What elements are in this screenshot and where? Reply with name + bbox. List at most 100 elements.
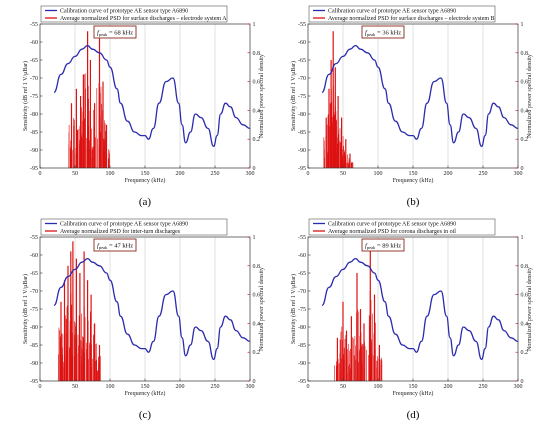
y-axis-label: Sensitivity (dB ref 1 V/μBar) bbox=[22, 274, 29, 344]
x-tick-label: 0 bbox=[307, 171, 310, 177]
y-tick-label: -65 bbox=[298, 271, 306, 277]
y-tick-label: -75 bbox=[298, 94, 306, 100]
y-tick-label: -70 bbox=[30, 76, 38, 82]
y-right-tick-label: 0.6 bbox=[253, 80, 261, 86]
x-axis-label: Frequency (kHz) bbox=[125, 177, 166, 184]
y-tick-label: -60 bbox=[30, 253, 38, 259]
psd-series bbox=[68, 31, 110, 168]
y-tick-label: -55 bbox=[30, 235, 38, 241]
calibration-curve bbox=[53, 44, 251, 148]
y-tick-label: -85 bbox=[298, 130, 306, 136]
y-right-tick-label: 0.4 bbox=[253, 321, 261, 327]
y-right-tick-label: 1 bbox=[253, 22, 256, 28]
legend-label-psd: Average normalized PSD for surface disch… bbox=[328, 15, 495, 22]
y-right-axis-label: Normalized power spectral density bbox=[259, 54, 265, 138]
y-right-tick-label: 0.4 bbox=[253, 108, 261, 114]
psd-series bbox=[58, 241, 101, 381]
peak-symbol: f bbox=[365, 243, 368, 250]
x-tick-label: 300 bbox=[514, 384, 523, 390]
legend-box bbox=[40, 5, 228, 23]
peak-value: = 89 kHz bbox=[375, 243, 401, 250]
y-tick-label: -55 bbox=[298, 235, 306, 241]
peak-symbol: f bbox=[365, 30, 368, 37]
y-right-tick-label: 0.2 bbox=[521, 350, 529, 356]
legend: Calibration curve of prototype AE sensor… bbox=[40, 218, 228, 236]
peak-value: = 47 kHz bbox=[107, 243, 133, 250]
y-right-tick-label: 0.8 bbox=[521, 51, 529, 57]
peak-annotation-box bbox=[361, 25, 405, 39]
panel-label: (a) bbox=[139, 196, 152, 208]
y-right-tick-label: 0 bbox=[521, 166, 524, 172]
psd-series bbox=[334, 244, 383, 381]
x-tick-label: 150 bbox=[409, 384, 418, 390]
y-right-tick-label: 0.6 bbox=[521, 293, 529, 299]
legend-label-calibration: Calibration curve of prototype AE sensor… bbox=[60, 221, 188, 228]
peak-value: = 36 kHz bbox=[375, 30, 401, 37]
y-axis-label: Sensitivity (dB ref 1 V/μBar) bbox=[22, 61, 29, 131]
x-tick-label: 50 bbox=[340, 384, 346, 390]
y-right-tick-label: 0.8 bbox=[521, 264, 529, 270]
peak-annotation: fpeak = 89 kHz bbox=[361, 238, 405, 252]
y-right-tick-label: 0 bbox=[253, 166, 256, 172]
peak-subscript: peak bbox=[99, 245, 108, 250]
x-tick-label: 250 bbox=[479, 384, 488, 390]
x-tick-label: 100 bbox=[106, 171, 115, 177]
y-right-tick-label: 0.8 bbox=[253, 51, 261, 57]
x-axis-label: Frequency (kHz) bbox=[393, 390, 434, 397]
y-tick-label: -55 bbox=[298, 22, 306, 28]
y-right-tick-label: 0 bbox=[521, 379, 524, 385]
x-tick-label: 250 bbox=[211, 171, 220, 177]
legend-label-calibration: Calibration curve of prototype AE sensor… bbox=[328, 221, 456, 228]
y-tick-label: -60 bbox=[298, 40, 306, 46]
legend-label-psd: Average normalized PSD for surface disch… bbox=[60, 15, 227, 22]
x-tick-label: 50 bbox=[72, 171, 78, 177]
x-tick-label: 0 bbox=[39, 171, 42, 177]
y-right-tick-label: 0.2 bbox=[253, 350, 261, 356]
y-tick-label: -65 bbox=[298, 58, 306, 64]
psd-series bbox=[323, 31, 354, 168]
legend-label-psd: Average normalized PSD for inter-turn di… bbox=[60, 228, 181, 235]
y-right-tick-label: 0 bbox=[253, 379, 256, 385]
y-right-tick-label: 0.2 bbox=[253, 137, 261, 143]
y-right-tick-label: 1 bbox=[521, 22, 524, 28]
x-tick-label: 0 bbox=[307, 384, 310, 390]
y-right-tick-label: 0.6 bbox=[521, 80, 529, 86]
y-tick-label: -90 bbox=[30, 361, 38, 367]
legend-label-psd: Average normalized PSD for corona discha… bbox=[328, 228, 456, 235]
peak-symbol: f bbox=[97, 30, 100, 37]
x-tick-label: 200 bbox=[176, 171, 185, 177]
y-tick-label: -90 bbox=[30, 148, 38, 154]
y-tick-label: -60 bbox=[298, 253, 306, 259]
y-tick-label: -90 bbox=[298, 148, 306, 154]
chart-panel-c: -95 -90 -85 -80 -75 -70 -65 -60 -55 0 0.2 0.4 0.6 0.8… bbox=[22, 218, 265, 421]
peak-annotation-text: fpeak = 47 kHz bbox=[97, 243, 133, 251]
panel-label: (b) bbox=[407, 196, 420, 208]
y-tick-label: -95 bbox=[30, 166, 38, 172]
peak-annotation-text: fpeak = 89 kHz bbox=[365, 243, 401, 251]
peak-annotation-box bbox=[361, 238, 405, 252]
y-right-tick-label: 0.2 bbox=[521, 137, 529, 143]
y-tick-label: -75 bbox=[30, 94, 38, 100]
peak-annotation-text: fpeak = 68 kHz bbox=[97, 30, 133, 38]
calibration-curve bbox=[321, 44, 519, 148]
x-axis-label: Frequency (kHz) bbox=[125, 390, 166, 397]
y-right-tick-label: 1 bbox=[521, 235, 524, 241]
y-tick-label: -85 bbox=[298, 343, 306, 349]
y-right-tick-label: 0.4 bbox=[521, 108, 529, 114]
y-right-axis-label: Normalized power spectral density bbox=[527, 267, 533, 351]
peak-annotation-box bbox=[93, 25, 137, 39]
y-tick-label: -80 bbox=[30, 112, 38, 118]
y-axis-label: Sensitivity (dB ref 1 V/μBar) bbox=[290, 274, 297, 344]
x-tick-label: 150 bbox=[141, 384, 150, 390]
y-tick-label: -75 bbox=[298, 307, 306, 313]
y-right-axis-label: Normalized power spectral density bbox=[527, 54, 533, 138]
panel-label: (d) bbox=[407, 409, 420, 421]
peak-subscript: peak bbox=[367, 32, 376, 37]
x-axis-label: Frequency (kHz) bbox=[393, 177, 434, 184]
y-tick-label: -75 bbox=[30, 307, 38, 313]
peak-annotation: fpeak = 36 kHz bbox=[361, 25, 405, 39]
legend-label-calibration: Calibration curve of prototype AE sensor… bbox=[60, 8, 188, 15]
y-tick-label: -70 bbox=[298, 289, 306, 295]
y-right-axis-label: Normalized power spectral density bbox=[259, 267, 265, 351]
